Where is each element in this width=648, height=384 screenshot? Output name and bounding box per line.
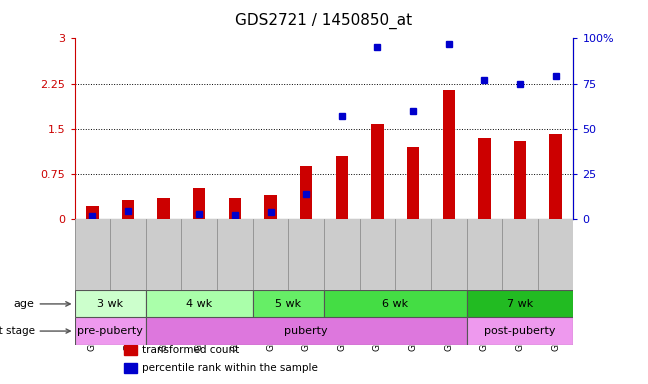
Bar	[253, 290, 324, 318]
Text: percentile rank within the sample: percentile rank within the sample	[142, 363, 318, 373]
Bar	[264, 195, 277, 219]
Text: 3 wk: 3 wk	[97, 299, 123, 309]
Bar	[124, 344, 137, 354]
Bar	[300, 166, 312, 219]
Text: transformed count: transformed count	[142, 344, 239, 354]
Text: development stage: development stage	[0, 326, 70, 336]
Bar	[146, 290, 253, 318]
Bar	[514, 141, 526, 219]
Bar	[124, 363, 137, 373]
Bar	[550, 134, 562, 219]
Text: 6 wk: 6 wk	[382, 299, 408, 309]
Bar	[336, 156, 348, 219]
Bar	[407, 147, 419, 219]
Bar	[371, 124, 384, 219]
Bar	[75, 290, 146, 318]
Bar	[122, 200, 134, 219]
Bar	[229, 198, 241, 219]
Bar	[467, 290, 573, 318]
Text: post-puberty: post-puberty	[484, 326, 556, 336]
Bar	[324, 290, 467, 318]
Bar	[75, 318, 146, 344]
Bar	[193, 188, 205, 219]
Text: puberty: puberty	[284, 326, 328, 336]
Text: pre-puberty: pre-puberty	[77, 326, 143, 336]
Text: GDS2721 / 1450850_at: GDS2721 / 1450850_at	[235, 13, 413, 29]
Bar	[86, 206, 98, 219]
Text: 7 wk: 7 wk	[507, 299, 533, 309]
Text: age: age	[14, 299, 70, 309]
Text: 4 wk: 4 wk	[186, 299, 213, 309]
Bar	[157, 198, 170, 219]
Bar	[467, 318, 573, 344]
Bar	[146, 318, 467, 344]
Bar	[478, 138, 491, 219]
Bar	[443, 89, 455, 219]
Text: 5 wk: 5 wk	[275, 299, 301, 309]
